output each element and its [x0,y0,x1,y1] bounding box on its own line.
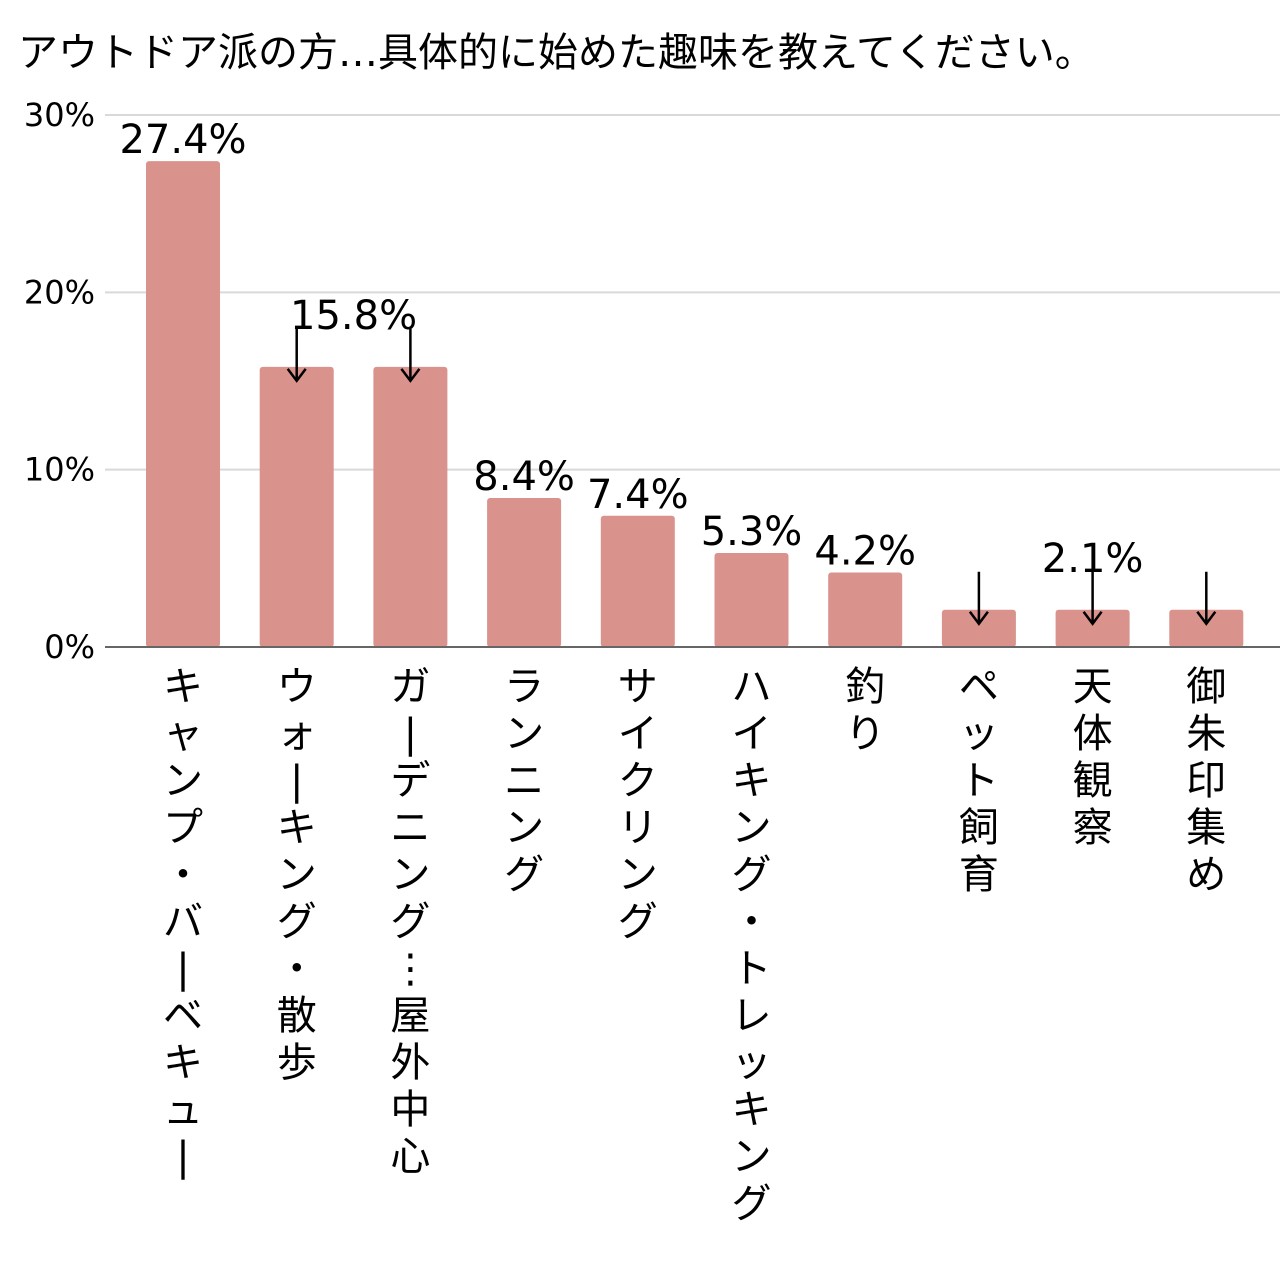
pointer-arrow [1196,571,1217,626]
category-label: キャンプ・バ|ベキュ| [163,664,203,1180]
value-labels: 27.4%15.8%8.4% 7.4%5.3% 4.2% 2.1% [119,117,1217,626]
category-labels: キャンプ・バ|ベキュ| ウォ|キング・散歩 ガ|デニング⋮屋外中心 ランニング サイクリ… [163,664,1226,1227]
category-label: 御朱印集め [1186,664,1226,898]
chart-title: アウトドア派の方…具体的に始めた趣味を教えてください。 [18,30,1095,76]
value-label: 8.4% [473,454,575,500]
category-label: 釣り [845,664,885,757]
category-label: 天体観察 [1073,664,1113,851]
bar [714,553,789,647]
bar [941,609,1016,647]
pointer-arrow [400,328,421,383]
y-tick-label: 10% [24,451,95,489]
pointer-arrow [1082,571,1103,626]
bar [259,366,334,647]
category-label: ハイキング・トレッキング [732,664,772,1227]
value-label: 5.3% [701,509,803,555]
pointer-arrow [286,328,307,383]
bar [146,161,220,647]
bar [1169,609,1244,647]
bar [373,366,448,647]
category-label: サイクリング [618,664,658,945]
category-label: ウォ|キング・散歩 [277,664,317,1086]
y-tick-label: 0% [44,628,95,666]
bar [487,498,562,647]
bar [1055,609,1130,647]
value-label: 4.2% [814,529,916,575]
category-label: ペット飼育 [959,664,999,898]
bar [600,515,675,647]
category-label: ランニング [504,664,544,898]
y-axis-ticks: 0% 10% 20% 30% [24,96,95,666]
pointer-arrow [968,571,989,626]
value-label: 7.4% [587,472,689,518]
bars [146,161,1244,647]
value-label: 27.4% [119,117,246,163]
y-tick-label: 20% [24,273,95,311]
bar [828,572,903,647]
y-tick-label: 30% [24,96,95,134]
value-label: 15.8% [290,293,417,339]
category-label: ガ|デニング⋮屋外中心 [390,664,430,1180]
